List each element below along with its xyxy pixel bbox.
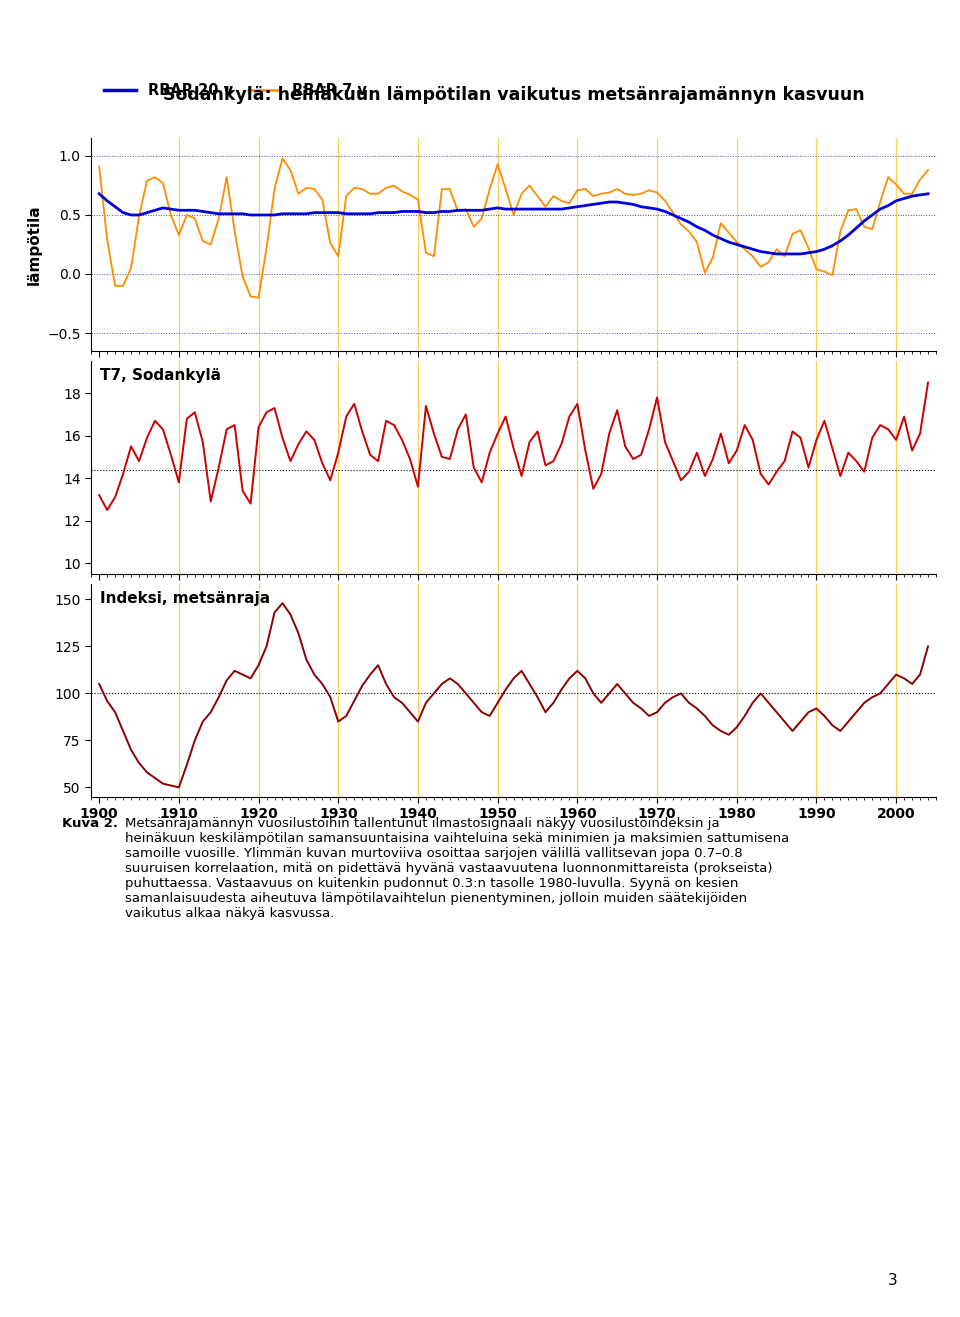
Text: Metsänrajamännyn vuosilustoihin tallentunut ilmastosignaali näkyy vuosilustoinde: Metsänrajamännyn vuosilustoihin tallentu… [125, 817, 789, 919]
Y-axis label: lämpötila: lämpötila [27, 204, 41, 284]
Legend: RBAR 20 v, RBAR 7 v: RBAR 20 v, RBAR 7 v [99, 78, 372, 104]
Text: 3: 3 [888, 1274, 898, 1288]
Text: Indeksi, metsänraja: Indeksi, metsänraja [100, 591, 270, 606]
Text: T7, Sodankylä: T7, Sodankylä [100, 367, 221, 383]
Text: Kuva 2.: Kuva 2. [62, 817, 118, 830]
Text: Sodankylä: heinäkuun lämpötilan vaikutus metsänrajamännyn kasvuun: Sodankylä: heinäkuun lämpötilan vaikutus… [163, 86, 864, 104]
